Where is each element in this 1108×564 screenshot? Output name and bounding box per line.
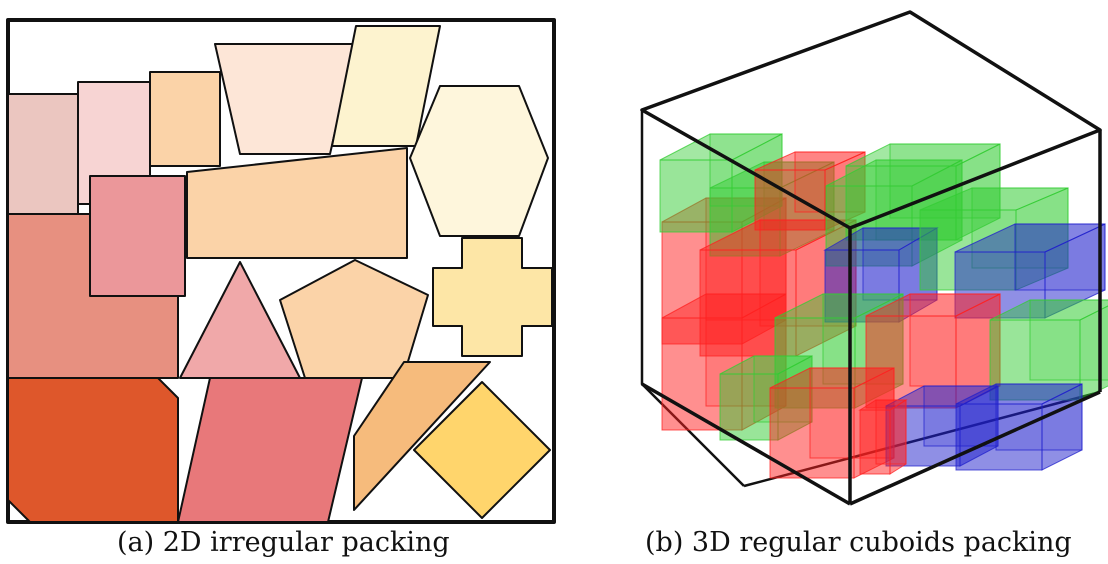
caption-2d-irregular-packing: (a) 2D irregular packing: [117, 527, 450, 558]
cuboid-red: [865, 293, 1001, 409]
shape-hexagon-cream: [409, 85, 549, 237]
shape-parallelogram-coral: [177, 377, 363, 523]
shape-cross-yellow: [432, 237, 553, 357]
cuboid-blue: [954, 223, 1106, 319]
container-3d-front-edges: [640, 10, 1102, 506]
cuboid-group: [659, 133, 1108, 479]
packing-3d-diagram: [640, 10, 1108, 506]
shape-diamond-gold: [413, 381, 551, 519]
panel-2d-irregular-packing: (a) 2D irregular packing: [6, 18, 556, 558]
shape-rect-pink: [89, 175, 186, 297]
caption-3d-cuboids-packing: (b) 3D regular cuboids packing: [645, 527, 1072, 558]
shape-quad-peach-wide: [186, 147, 408, 259]
panel-3d-cuboids-packing: (b) 3D regular cuboids packing: [600, 0, 1108, 564]
packing-2d-diagram: [6, 18, 556, 524]
shape-trapezoid-tan: [353, 361, 491, 511]
cuboid-red: [858, 399, 908, 475]
shape-rect-peach-small: [149, 71, 221, 167]
shape-octagon-orange: [7, 377, 179, 523]
shape-rect-rose: [7, 93, 79, 215]
shape-trapezoid-peach: [214, 43, 356, 155]
